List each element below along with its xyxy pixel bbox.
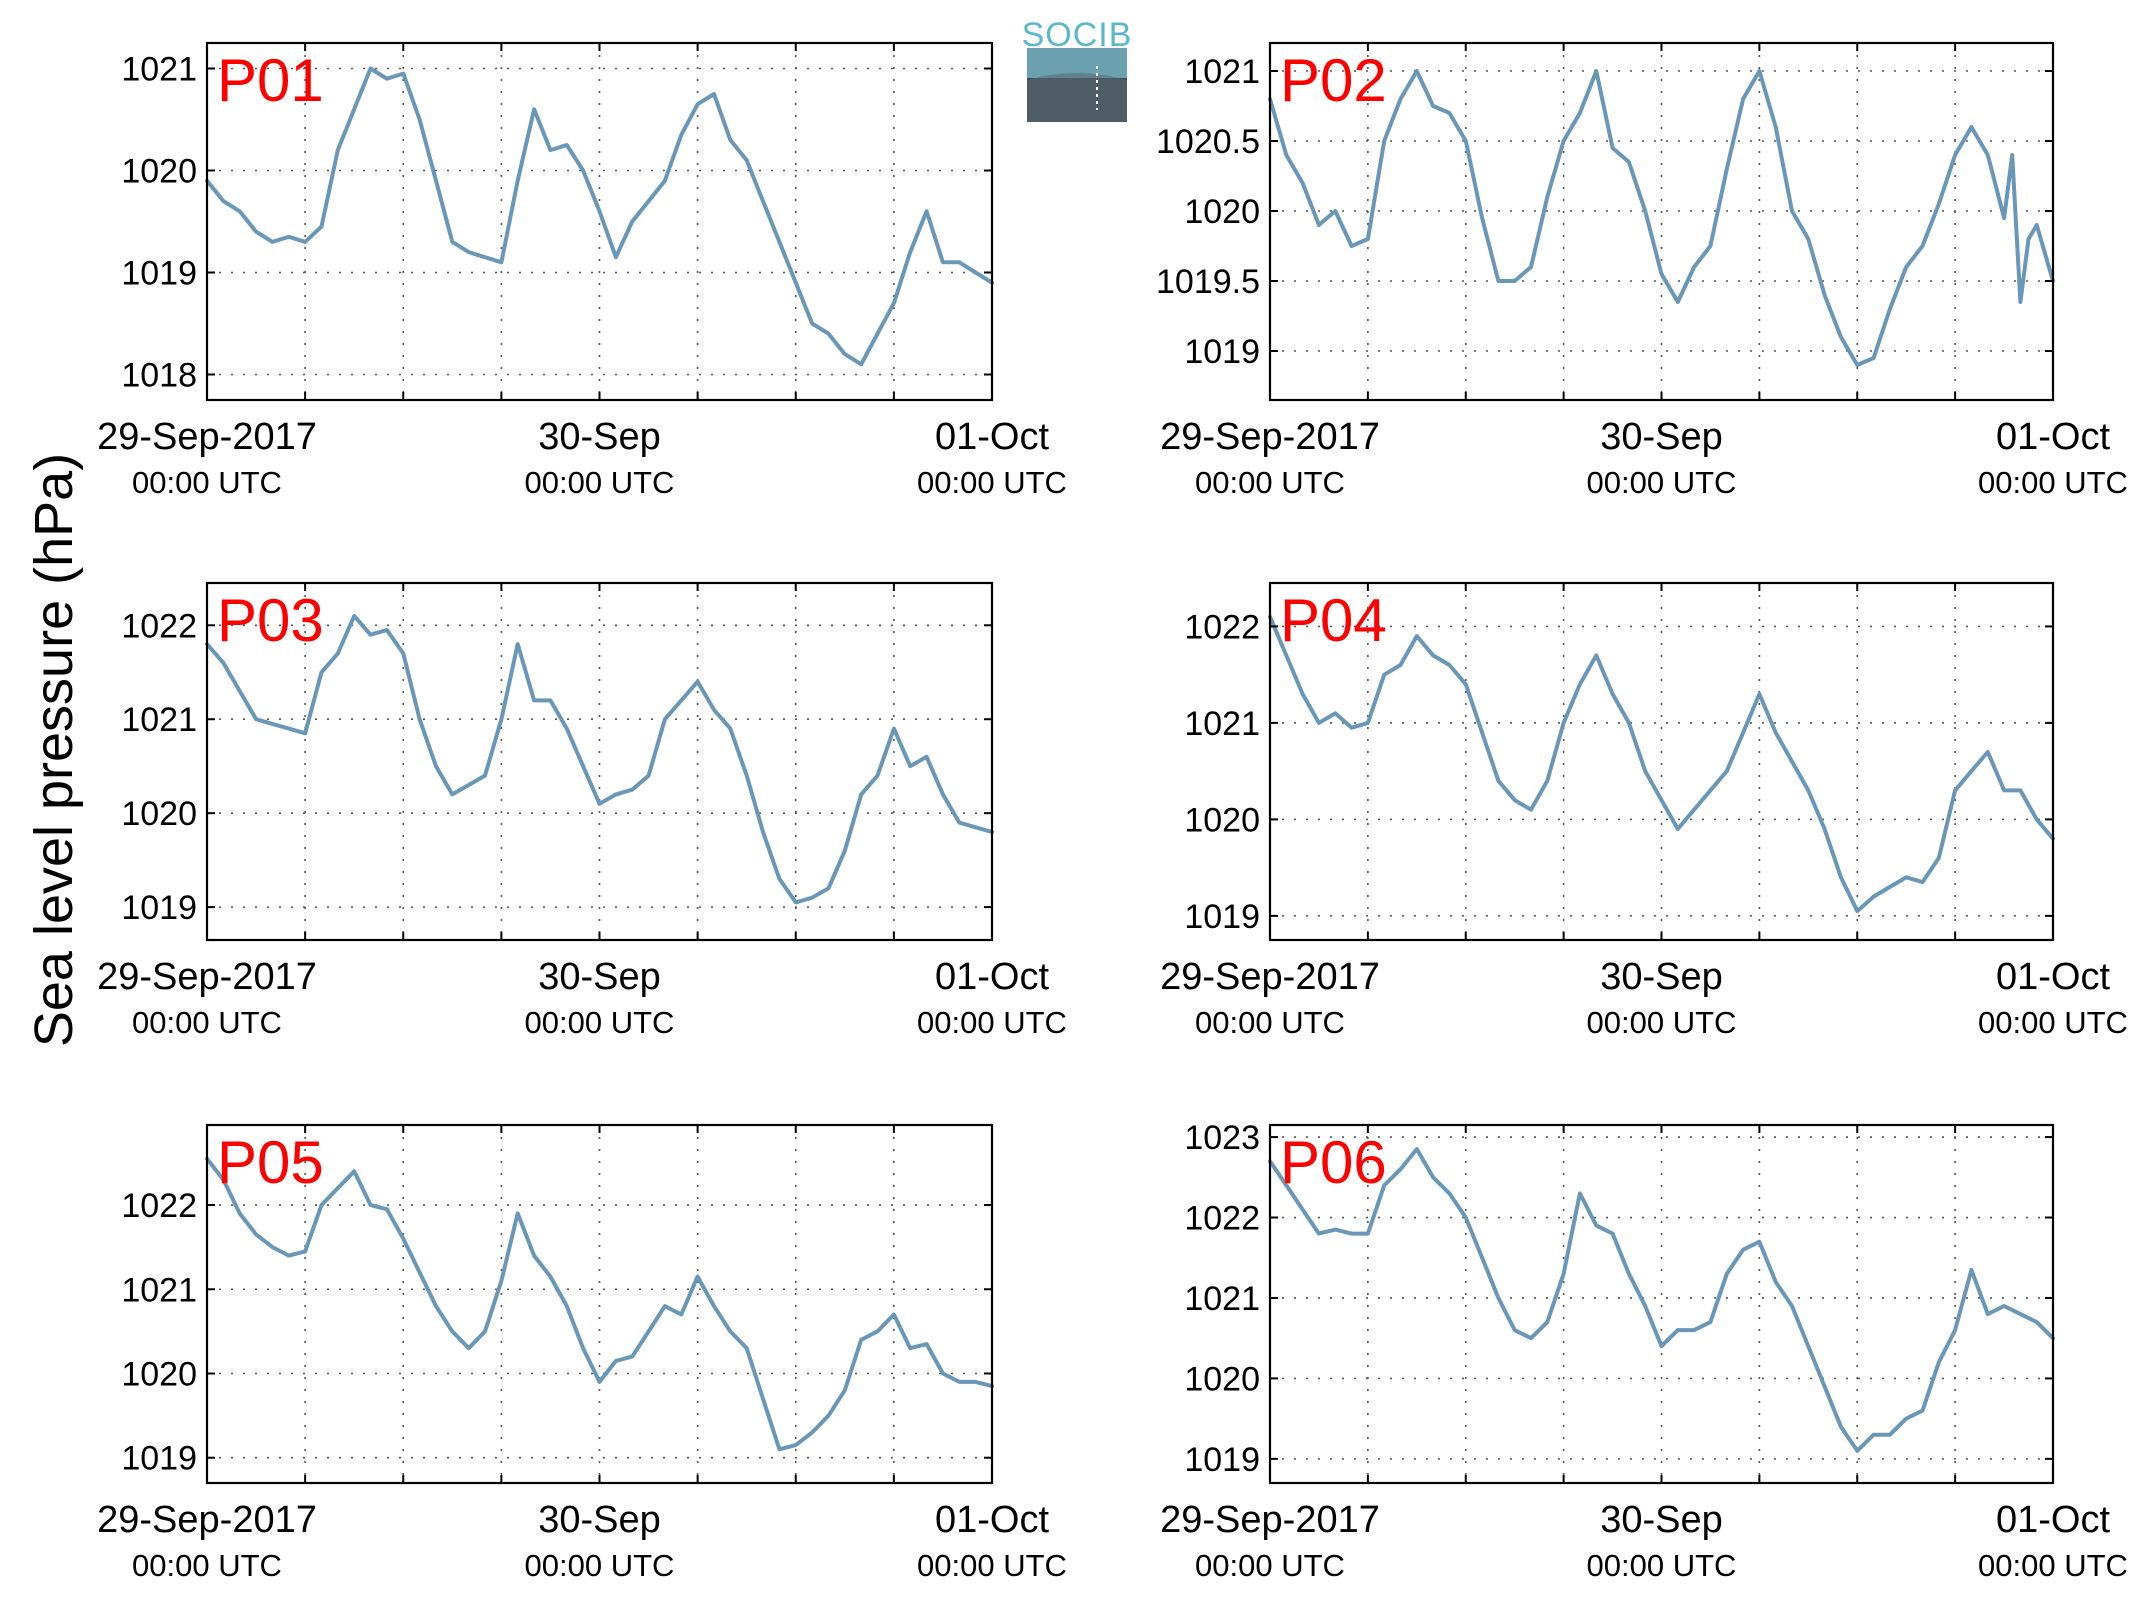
y-tick-label: 1019: [121, 1440, 197, 1478]
panel-label: P01: [217, 47, 324, 114]
logo-text: SOCIB: [1022, 16, 1133, 54]
x-tick-time-label: 00:00 UTC: [1587, 465, 1737, 500]
x-tick-date-label: 01-Oct: [1996, 1499, 2110, 1541]
series-line: [205, 613, 994, 905]
x-tick-date-label: 30-Sep: [1600, 416, 1723, 458]
panel-label: P06: [1280, 1129, 1387, 1196]
x-tick-date-label: 29-Sep-2017: [1160, 416, 1380, 458]
y-tick-label: 1022: [121, 607, 197, 645]
x-tick-date-label: 29-Sep-2017: [97, 956, 317, 998]
y-tick-label: 1019: [1184, 898, 1260, 936]
x-tick-date-label: 01-Oct: [1996, 956, 2110, 998]
x-tick-time-label: 00:00 UTC: [1978, 1005, 2128, 1040]
series-line: [205, 66, 994, 367]
series-line: [1268, 69, 2055, 367]
x-tick-date-label: 29-Sep-2017: [97, 416, 317, 458]
y-tick-label: 1020.5: [1156, 123, 1260, 161]
x-tick-date-label: 30-Sep: [1600, 956, 1723, 998]
x-tick-time-label: 00:00 UTC: [1978, 465, 2128, 500]
chart-panel-p01: 1018 1019 1020 1021 29-Sep-2017 00:00 UTC 30-S…: [97, 41, 1067, 500]
y-tick-label: 1020: [1184, 1360, 1260, 1398]
y-tick-label: 1021: [121, 701, 197, 739]
x-tick-time-label: 00:00 UTC: [1195, 1548, 1345, 1583]
panel-label: P03: [217, 587, 324, 654]
y-axis-label: Sea level pressure (hPa): [24, 453, 84, 1047]
axis-frame: [1268, 1123, 2055, 1485]
axis-frame: [205, 1123, 994, 1485]
axis-frame: [1268, 41, 2055, 402]
panel-label: P04: [1280, 587, 1387, 654]
x-tick-time-label: 00:00 UTC: [525, 1005, 675, 1040]
x-tick-time-label: 00:00 UTC: [132, 1005, 282, 1040]
y-tick-label: 1020: [1184, 801, 1260, 839]
y-tick-label: 1020: [121, 153, 197, 191]
chart-panel-p06: 1019 1020 1021 1022 1023 29-Sep-2017 00:00 UTC…: [1160, 1119, 2128, 1583]
x-tick-date-label: 30-Sep: [538, 416, 661, 458]
y-tick-label: 1019: [121, 889, 197, 927]
y-tick-label: 1019: [1184, 1441, 1260, 1479]
x-tick-date-label: 01-Oct: [935, 416, 1049, 458]
x-tick-date-label: 29-Sep-2017: [1160, 956, 1380, 998]
chart-panel-p04: 1019 1020 1021 1022 29-Sep-2017 00:00 UTC 30-S…: [1160, 581, 2128, 1040]
axis-frame: [1268, 581, 2055, 942]
panels: 1018 1019 1020 1021 29-Sep-2017 00:00 UTC 30-S…: [97, 41, 2128, 1583]
series-line: [205, 1156, 994, 1452]
y-tick-label: 1022: [1184, 608, 1260, 646]
x-tick-date-label: 01-Oct: [935, 1499, 1049, 1541]
chart-panel-p03: 1019 1020 1021 1022 29-Sep-2017 00:00 UTC 30-S…: [97, 581, 1067, 1040]
x-tick-date-label: 29-Sep-2017: [97, 1499, 317, 1541]
y-tick-label: 1020: [121, 795, 197, 833]
y-tick-label: 1021: [1184, 1280, 1260, 1318]
y-tick-label: 1021: [1184, 705, 1260, 743]
y-tick-label: 1022: [1184, 1200, 1260, 1238]
chart-panel-p05: 1019 1020 1021 1022 29-Sep-2017 00:00 UTC 30-S…: [97, 1123, 1067, 1583]
x-tick-date-label: 01-Oct: [935, 956, 1049, 998]
x-tick-date-label: 29-Sep-2017: [1160, 1499, 1380, 1541]
panel-label: P05: [217, 1129, 324, 1196]
x-tick-time-label: 00:00 UTC: [917, 1548, 1067, 1583]
x-tick-time-label: 00:00 UTC: [1195, 1005, 1345, 1040]
x-tick-time-label: 00:00 UTC: [1587, 1005, 1737, 1040]
x-tick-time-label: 00:00 UTC: [1195, 465, 1345, 500]
y-tick-label: 1022: [121, 1187, 197, 1225]
y-tick-label: 1020: [1184, 193, 1260, 231]
socib-logo: SOCIB: [1022, 16, 1133, 122]
x-tick-date-label: 30-Sep: [1600, 1499, 1723, 1541]
x-tick-time-label: 00:00 UTC: [917, 1005, 1067, 1040]
y-tick-label: 1019: [121, 255, 197, 293]
y-tick-label: 1021: [121, 51, 197, 89]
x-tick-time-label: 00:00 UTC: [1978, 1548, 2128, 1583]
series-line: [1268, 614, 2055, 914]
x-tick-time-label: 00:00 UTC: [525, 1548, 675, 1583]
x-tick-time-label: 00:00 UTC: [525, 465, 675, 500]
x-tick-time-label: 00:00 UTC: [1587, 1548, 1737, 1583]
chart-panel-p02: 1019 1019.5 1020 1020.5 1021 29-Sep-2017 00:00…: [1156, 41, 2128, 500]
axis-frame: [205, 41, 994, 402]
y-tick-label: 1021: [121, 1271, 197, 1309]
x-tick-time-label: 00:00 UTC: [917, 465, 1067, 500]
y-tick-label: 1021: [1184, 53, 1260, 91]
y-tick-label: 1020: [121, 1355, 197, 1393]
x-tick-date-label: 30-Sep: [538, 1499, 661, 1541]
x-tick-time-label: 00:00 UTC: [132, 465, 282, 500]
axis-frame: [205, 581, 994, 942]
y-tick-label: 1019.5: [1156, 263, 1260, 301]
panel-label: P02: [1280, 47, 1387, 114]
series-line: [1268, 1147, 2055, 1453]
x-tick-time-label: 00:00 UTC: [132, 1548, 282, 1583]
y-tick-label: 1019: [1184, 333, 1260, 371]
y-tick-label: 1023: [1184, 1119, 1260, 1157]
x-tick-date-label: 30-Sep: [538, 956, 661, 998]
y-tick-label: 1018: [121, 357, 197, 395]
x-tick-date-label: 01-Oct: [1996, 416, 2110, 458]
